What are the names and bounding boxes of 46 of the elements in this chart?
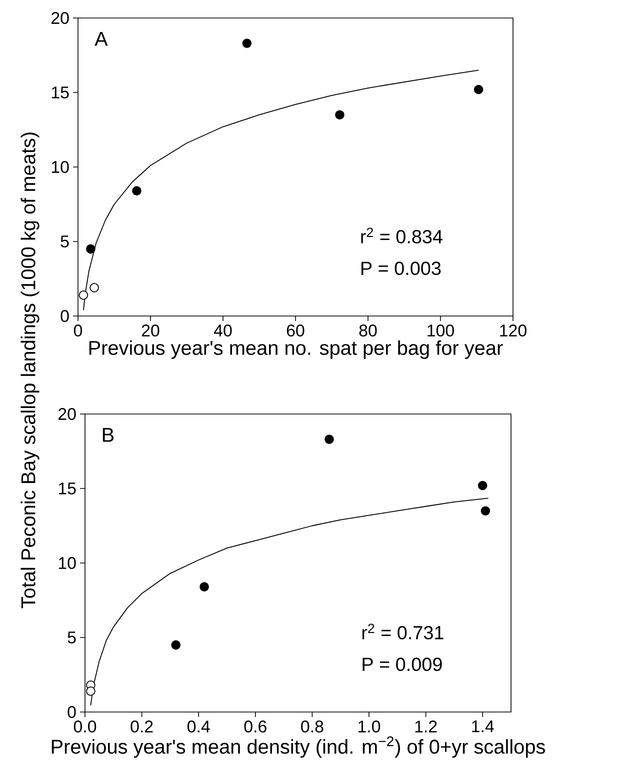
y-axis-title: Total Peconic Bay scallop landings (1000 kg of meats) (20, 132, 40, 608)
x-tick-label: 1.0 (358, 720, 380, 733)
x-tick-label: 1.2 (415, 720, 437, 732)
x-tick-label: 0.4 (187, 720, 210, 733)
y-tick-label: 0 (68, 706, 76, 718)
annotation: P = 0.003 (361, 262, 441, 276)
y-tick-label: 15 (58, 482, 76, 494)
point (324, 434, 334, 444)
point (242, 38, 252, 48)
annotation: r$^{2}$ = 0.731 (362, 624, 444, 640)
point (86, 686, 96, 696)
point (335, 110, 344, 120)
x-tick-label: 120 (500, 324, 526, 337)
x-tick-label: 40 (214, 324, 232, 337)
y-tick-label: 0 (60, 310, 69, 322)
x-tick-label: 100 (428, 324, 454, 337)
x-tick-label: 1.4 (472, 720, 494, 732)
point (78, 290, 88, 300)
annotation: r$^{2}$ = 0.834 (361, 228, 442, 244)
y-tick-label: 5 (60, 236, 69, 248)
point (171, 640, 181, 650)
x-tick-label: 60 (286, 324, 304, 337)
y-tick-label: 5 (68, 632, 76, 644)
y-tick-label: 20 (58, 408, 76, 420)
annotation: P = 0.009 (362, 658, 442, 672)
point (86, 244, 96, 254)
x-tick-label: 0.8 (301, 720, 324, 733)
x-tick-label: 0.2 (130, 720, 153, 733)
annotation: B (102, 428, 114, 442)
y-tick-label: 15 (52, 86, 69, 98)
point (478, 480, 488, 490)
x-axis-title: Previous year's mean density (ind. m$^{−2}$) of 0+yr scallops (52, 736, 545, 758)
x-tick-label: 80 (359, 324, 377, 337)
point (132, 186, 142, 196)
y-tick-label: 20 (52, 12, 69, 24)
point (200, 582, 209, 592)
x-tick-label: 0.0 (74, 720, 96, 733)
point (474, 84, 484, 94)
y-tick-label: 10 (52, 160, 69, 173)
y-tick-label: 10 (58, 557, 76, 569)
x-tick-label: 20 (142, 324, 160, 337)
point (480, 506, 490, 516)
x-tick-label: 0.6 (244, 720, 266, 733)
point (90, 283, 99, 292)
annotation: A (94, 32, 108, 46)
x-axis-title: Previous year's mean no. spat per bag for year (89, 340, 503, 359)
